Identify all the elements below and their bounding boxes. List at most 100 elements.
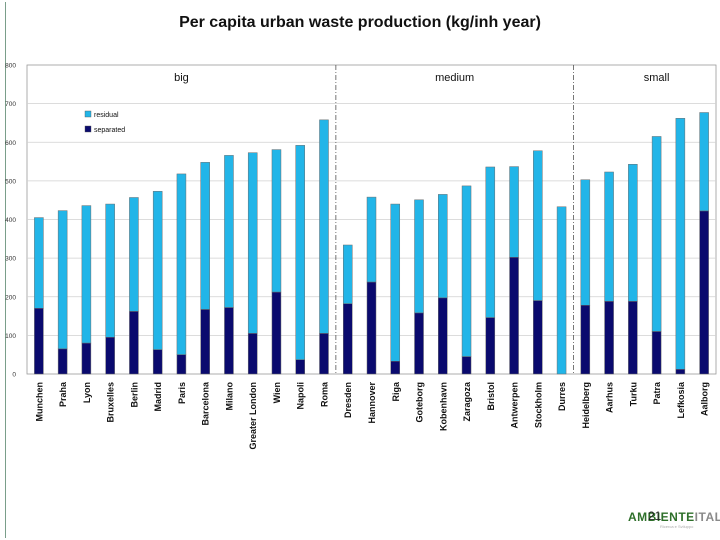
bar-separated [390,361,401,375]
x-tick-label: Stockholm [533,382,543,428]
bar-residual [224,155,234,308]
bar-separated [675,369,686,375]
x-tick-label: Dresden [343,382,353,418]
left-margin-rule [5,2,6,538]
x-tick-label: Berlin [129,382,139,408]
bar-separated [34,308,44,375]
x-tick-label: Bruxelles [106,382,116,423]
x-tick-label: Barcelona [201,381,211,426]
x-tick-label: Antwerpen [510,382,520,429]
bar-residual [509,166,519,258]
x-tick-label: Napoli [296,382,306,410]
bar-separated [651,331,662,375]
bar-separated [224,307,234,375]
y-tick-label: 500 [5,178,16,185]
x-tick-label: Aarhus [605,382,615,413]
bar-separated [414,312,424,375]
bar-residual [651,136,662,332]
y-tick-label: 100 [5,333,16,340]
x-tick-label: Madrid [153,382,163,412]
bar-residual [485,166,496,318]
legend-box [81,105,163,133]
x-tick-label: Roma [319,381,329,407]
bar-residual [342,244,353,304]
bar-residual [556,206,567,375]
bar-residual [176,173,187,355]
legend-swatch-residual [84,110,92,118]
x-tick-label: Durres [557,382,567,411]
x-tick-label: Milano [224,381,234,410]
y-tick-label: 300 [5,256,16,263]
x-tick-label: Greater London [248,382,258,450]
bar-residual [129,197,139,312]
bar-residual [81,205,92,344]
bar-separated [509,257,519,375]
chart-title: Per capita urban waste production (kg/in… [179,14,541,31]
bar-residual [247,152,258,334]
bar-separated [580,304,591,375]
bar-residual [57,210,68,350]
bar-separated [438,297,448,375]
bar-residual [390,203,401,362]
y-tick-label: 0 [12,372,16,379]
bar-residual [628,164,638,302]
bar-separated [247,333,258,375]
x-tick-label: Kobenhavn [438,382,448,431]
x-tick-label: Paris [177,382,187,404]
x-tick-label: Lyon [82,382,92,403]
bar-separated [57,348,68,375]
bar-residual [34,217,44,309]
x-tick-label: Wien [272,382,282,403]
x-tick-label: Zaragoza [462,381,472,422]
bar-separated [81,342,92,375]
bar-residual [319,119,329,334]
bar-residual [438,194,448,299]
bar-separated [271,291,282,375]
x-tick-label: Lefkosia [676,381,686,419]
x-tick-label: Goteborg [415,382,425,423]
bar-separated [699,210,709,375]
x-tick-label: Patra [652,381,662,405]
page-number: 21 [648,509,662,523]
bar-residual [675,118,686,370]
bar-separated [319,333,329,375]
logo-part2: ITALIA [694,510,720,524]
bar-separated [152,349,163,375]
x-tick-label: Munchen [34,382,44,422]
bar-residual [580,179,591,306]
x-tick-label: Bristol [486,382,496,411]
bar-residual [295,145,305,360]
y-tick-label: 200 [5,294,16,301]
bar-separated [200,309,210,375]
y-tick-label: 700 [5,101,16,108]
logo-part1: AMBIENTE [628,510,695,524]
bar-separated [461,356,472,375]
bar-separated [129,311,139,375]
bar-residual [152,191,163,350]
bar-separated [485,317,496,375]
x-tick-label: Hannover [367,382,377,424]
bar-residual [533,150,543,301]
bar-residual [604,171,614,302]
legend-label-separated: separated [94,127,125,134]
logo-tagline: Ricerca e Sviluppo [660,524,694,529]
bar-separated [628,301,638,375]
legend-label-residual: residual [94,112,119,119]
bar-residual [366,196,377,283]
y-tick-label: 800 [5,63,16,70]
bar-residual [200,162,210,310]
bar-separated [533,300,543,375]
bar-separated [604,301,614,375]
bar-separated [176,354,187,375]
bar-separated [295,359,305,375]
bar-residual [699,112,709,212]
x-tick-label: Turku [628,382,638,406]
ambiente-italia-logo: AMBIENTEITALIA [628,510,720,524]
y-tick-label: 600 [5,140,16,147]
bar-separated [342,303,353,375]
x-tick-label: Heidelberg [581,382,591,429]
bar-separated [366,281,377,375]
bar-residual [271,149,282,293]
y-tick-label: 400 [5,217,16,224]
x-tick-label: Aalborg [700,382,710,416]
